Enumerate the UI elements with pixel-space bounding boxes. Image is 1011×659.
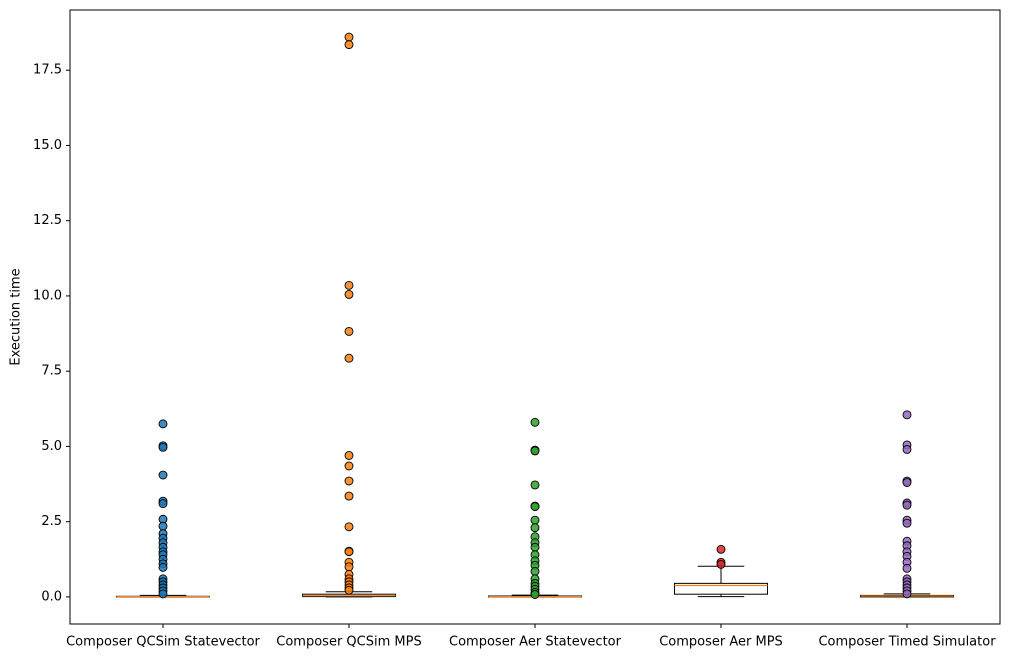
outlier: [158, 419, 168, 429]
outlier: [344, 353, 354, 363]
x-tick-label: Composer QCSim Statevector: [66, 635, 260, 650]
outlier: [158, 470, 168, 480]
outlier: [158, 589, 168, 599]
outlier: [530, 480, 540, 490]
outlier: [716, 544, 726, 554]
outlier: [344, 461, 354, 471]
outlier: [716, 559, 726, 569]
outlier: [344, 280, 354, 290]
outlier: [530, 417, 540, 427]
outlier: [530, 542, 540, 552]
y-tick-label: 15.0: [33, 138, 62, 153]
x-tick-label: Composer Aer Statevector: [449, 635, 622, 650]
y-tick-label: 7.5: [41, 364, 62, 379]
outlier: [344, 40, 354, 50]
outlier: [530, 502, 540, 512]
outlier: [344, 32, 354, 42]
outlier: [158, 521, 168, 531]
y-tick-label: 2.5: [41, 514, 62, 529]
x-tick-label: Composer Aer MPS: [659, 635, 783, 650]
outlier: [530, 566, 540, 576]
outlier: [344, 585, 354, 595]
outlier: [902, 589, 912, 599]
outlier: [344, 522, 354, 532]
y-tick-label: 12.5: [33, 213, 62, 228]
outlier: [344, 476, 354, 486]
outlier: [530, 446, 540, 456]
outlier: [344, 326, 354, 336]
outlier: [530, 590, 540, 599]
outlier: [530, 515, 540, 525]
y-tick-label: 10.0: [33, 288, 62, 303]
box: [674, 582, 768, 595]
x-tick-label: Composer QCSim MPS: [276, 635, 421, 650]
y-tick-label: 5.0: [41, 439, 62, 454]
y-tick-label: 0.0: [41, 589, 62, 604]
outlier: [344, 289, 354, 299]
outlier: [344, 562, 354, 572]
x-tick-label: Composer Timed Simulator: [818, 635, 996, 650]
outlier: [344, 547, 354, 557]
outlier: [902, 518, 912, 528]
y-tick-label: 17.5: [33, 63, 62, 78]
outlier: [344, 451, 354, 460]
outlier: [158, 562, 168, 572]
outlier: [158, 499, 168, 509]
outlier: [902, 444, 912, 454]
outlier: [902, 478, 912, 487]
outlier: [530, 523, 540, 533]
y-axis-label: Execution time: [9, 268, 24, 365]
outlier: [158, 442, 168, 452]
outlier: [902, 410, 912, 420]
outlier: [902, 563, 912, 573]
outlier: [902, 500, 912, 510]
outlier: [344, 491, 354, 501]
